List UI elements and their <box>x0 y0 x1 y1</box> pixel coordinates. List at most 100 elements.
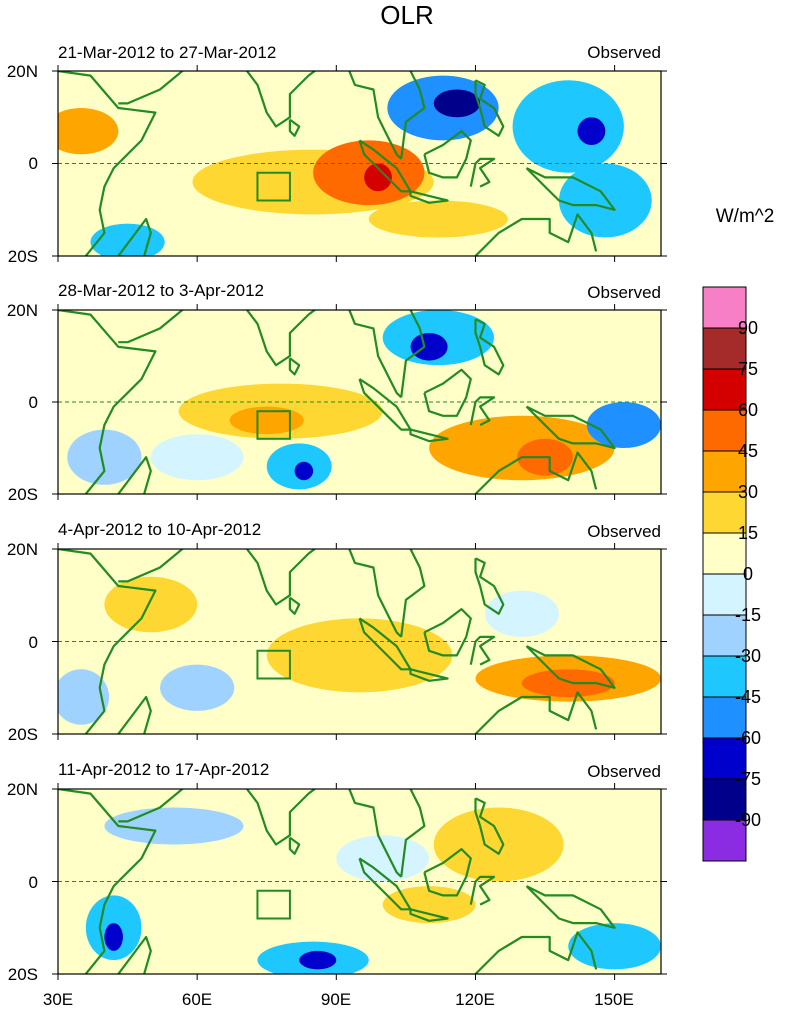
colorbar-swatch-7 <box>702 532 747 575</box>
panel-2: 28-Mar-2012 to 3-Apr-2012 Observed 20N 0… <box>7 281 667 504</box>
colorbar-label-1: 90 <box>738 318 758 338</box>
panel-1-map <box>52 65 667 262</box>
panel-1-reference-box <box>256 171 291 202</box>
panel-3-ytick-20s: 20S <box>8 725 38 744</box>
panel-1-label: Observed <box>587 43 661 62</box>
panel-4-coastline-8 <box>409 908 449 922</box>
panel-3-anomaly-7 <box>104 576 198 633</box>
panel-1-anomaly-11 <box>368 200 508 238</box>
xtick-90e: 90E <box>321 990 351 1009</box>
panel-3-anomaly-3 <box>266 618 453 693</box>
panel-2-map <box>52 304 667 500</box>
panel-1-anomaly-7 <box>577 117 606 145</box>
panel-2-ytick-0: 0 <box>29 393 38 412</box>
panel-1-coastline-7 <box>358 139 412 193</box>
panel-4-coastline-5 <box>400 789 426 878</box>
panel-4-coastline-13 <box>474 931 598 974</box>
panel-2-anomaly-10 <box>67 429 142 485</box>
colorbar-label-13: -90 <box>735 810 761 830</box>
panel-3-anomaly-5 <box>160 664 235 711</box>
panel-1-coastline-12 <box>525 167 616 211</box>
colorbar-label-5: 30 <box>738 482 758 502</box>
colorbar-swatch-14 <box>702 819 747 862</box>
panel-1-coastline-2 <box>118 71 185 105</box>
panel-4-reference-box <box>256 889 291 920</box>
colorbar-swatch-5 <box>702 450 747 493</box>
panel-4-ytick-20s: 20S <box>8 965 38 984</box>
panel-3-coastline-3 <box>245 549 317 606</box>
panel-4-anomaly-2 <box>104 923 123 951</box>
panel-4-coastline-7 <box>358 857 412 911</box>
colorbar-label-11: -60 <box>735 728 761 748</box>
panel-1-coastline-5 <box>400 71 426 160</box>
colorbar-swatch-3 <box>702 368 747 411</box>
panel-2-coastline-10 <box>469 396 496 426</box>
panel-4-coastline-1 <box>58 789 157 974</box>
panel-3-label: Observed <box>587 522 661 541</box>
panel-2-coastline-3 <box>245 310 317 367</box>
panel-3-ytick-0: 0 <box>29 633 38 652</box>
panel-4-coastline-12 <box>525 885 616 929</box>
panel-4-anomaly-4 <box>299 950 337 970</box>
panel-2-coastline-14 <box>117 456 152 494</box>
units-label: W/m^2 <box>716 206 775 227</box>
panel-3-map <box>52 543 667 740</box>
panel-1-coastline-1 <box>58 71 157 256</box>
panel-4-label: Observed <box>587 762 661 781</box>
panel-2-coastline-6 <box>288 357 301 376</box>
panel-3-ytick-20n: 20N <box>7 540 38 559</box>
panel-1-coastline-4 <box>348 71 402 160</box>
panel-1-anomaly-9 <box>58 108 119 155</box>
panel-4-ytick-20n: 20N <box>7 780 38 799</box>
panel-4-title: 11-Apr-2012 to 17-Apr-2012 <box>58 760 269 779</box>
colorbar-swatch-4 <box>702 409 747 452</box>
panel-2-anomaly-2 <box>229 406 304 435</box>
panel-3-coastline-9 <box>423 608 472 657</box>
panel-2-ytick-20n: 20N <box>7 301 38 320</box>
colorbar-swatch-6 <box>702 491 747 534</box>
panel-3-coastline-12 <box>525 645 616 689</box>
panel-4-coastline-4 <box>348 789 402 878</box>
panel-4-coastline-2 <box>118 789 185 823</box>
panel-2-coastline-1 <box>58 310 157 494</box>
panel-4-coastline-10 <box>469 875 496 906</box>
colorbar-swatch-2 <box>702 327 747 370</box>
xtick-150e: 150E <box>594 990 634 1009</box>
x-axis-labels: 30E 60E 90E 120E 150E <box>43 990 634 1009</box>
panel-3: 4-Apr-2012 to 10-Apr-2012 Observed 20N 0… <box>7 520 667 744</box>
colorbar-swatch-9 <box>702 614 747 657</box>
panel-1-coastline-13 <box>474 213 598 256</box>
panel-3-coastline-4 <box>348 549 402 638</box>
panel-3-coastline-2 <box>118 549 185 583</box>
colorbar-label-6: 15 <box>738 523 758 543</box>
panel-1-ytick-20n: 20N <box>7 62 38 81</box>
panel-4-coastline-3 <box>245 789 317 846</box>
panel-4-anomaly-6 <box>433 807 564 882</box>
panel-3-title: 4-Apr-2012 to 10-Apr-2012 <box>58 520 261 539</box>
panel-2-coastline-13 <box>474 451 598 494</box>
panel-3-coastline-11 <box>474 557 505 615</box>
panel-3-coastline-10 <box>469 635 496 666</box>
panel-2-ytick-20s: 20S <box>8 485 38 504</box>
panel-4-coastline-11 <box>474 797 505 855</box>
colorbar-legend: 90 75 60 45 30 15 0 -15 -30 -45 -60 -75 -90 <box>702 286 761 862</box>
panel-4-coastline-14 <box>117 935 152 974</box>
panel-1: 21-Mar-2012 to 27-Mar-2012 Observed 20N … <box>7 43 667 266</box>
xtick-60e: 60E <box>182 990 212 1009</box>
panel-1-anomaly-3 <box>364 163 392 192</box>
panel-2-coastline-12 <box>525 405 616 450</box>
panel-4-ytick-0: 0 <box>29 873 38 892</box>
panel-4-map <box>52 783 667 980</box>
panel-1-ytick-0: 0 <box>29 154 38 173</box>
panel-2-coastline-11 <box>474 318 505 376</box>
main-title: OLR <box>380 0 433 30</box>
panel-1-coastline-10 <box>469 157 496 188</box>
panel-4-anomaly-5 <box>568 923 661 970</box>
colorbar-swatch-12 <box>702 737 747 780</box>
panel-4: 11-Apr-2012 to 17-Apr-2012 Observed 20N … <box>7 760 667 984</box>
panel-3-coastline-14 <box>117 695 152 734</box>
panel-3-coastline-5 <box>400 549 426 638</box>
panel-3-coastline-1 <box>58 549 157 734</box>
colorbar-swatch-1 <box>702 286 747 329</box>
